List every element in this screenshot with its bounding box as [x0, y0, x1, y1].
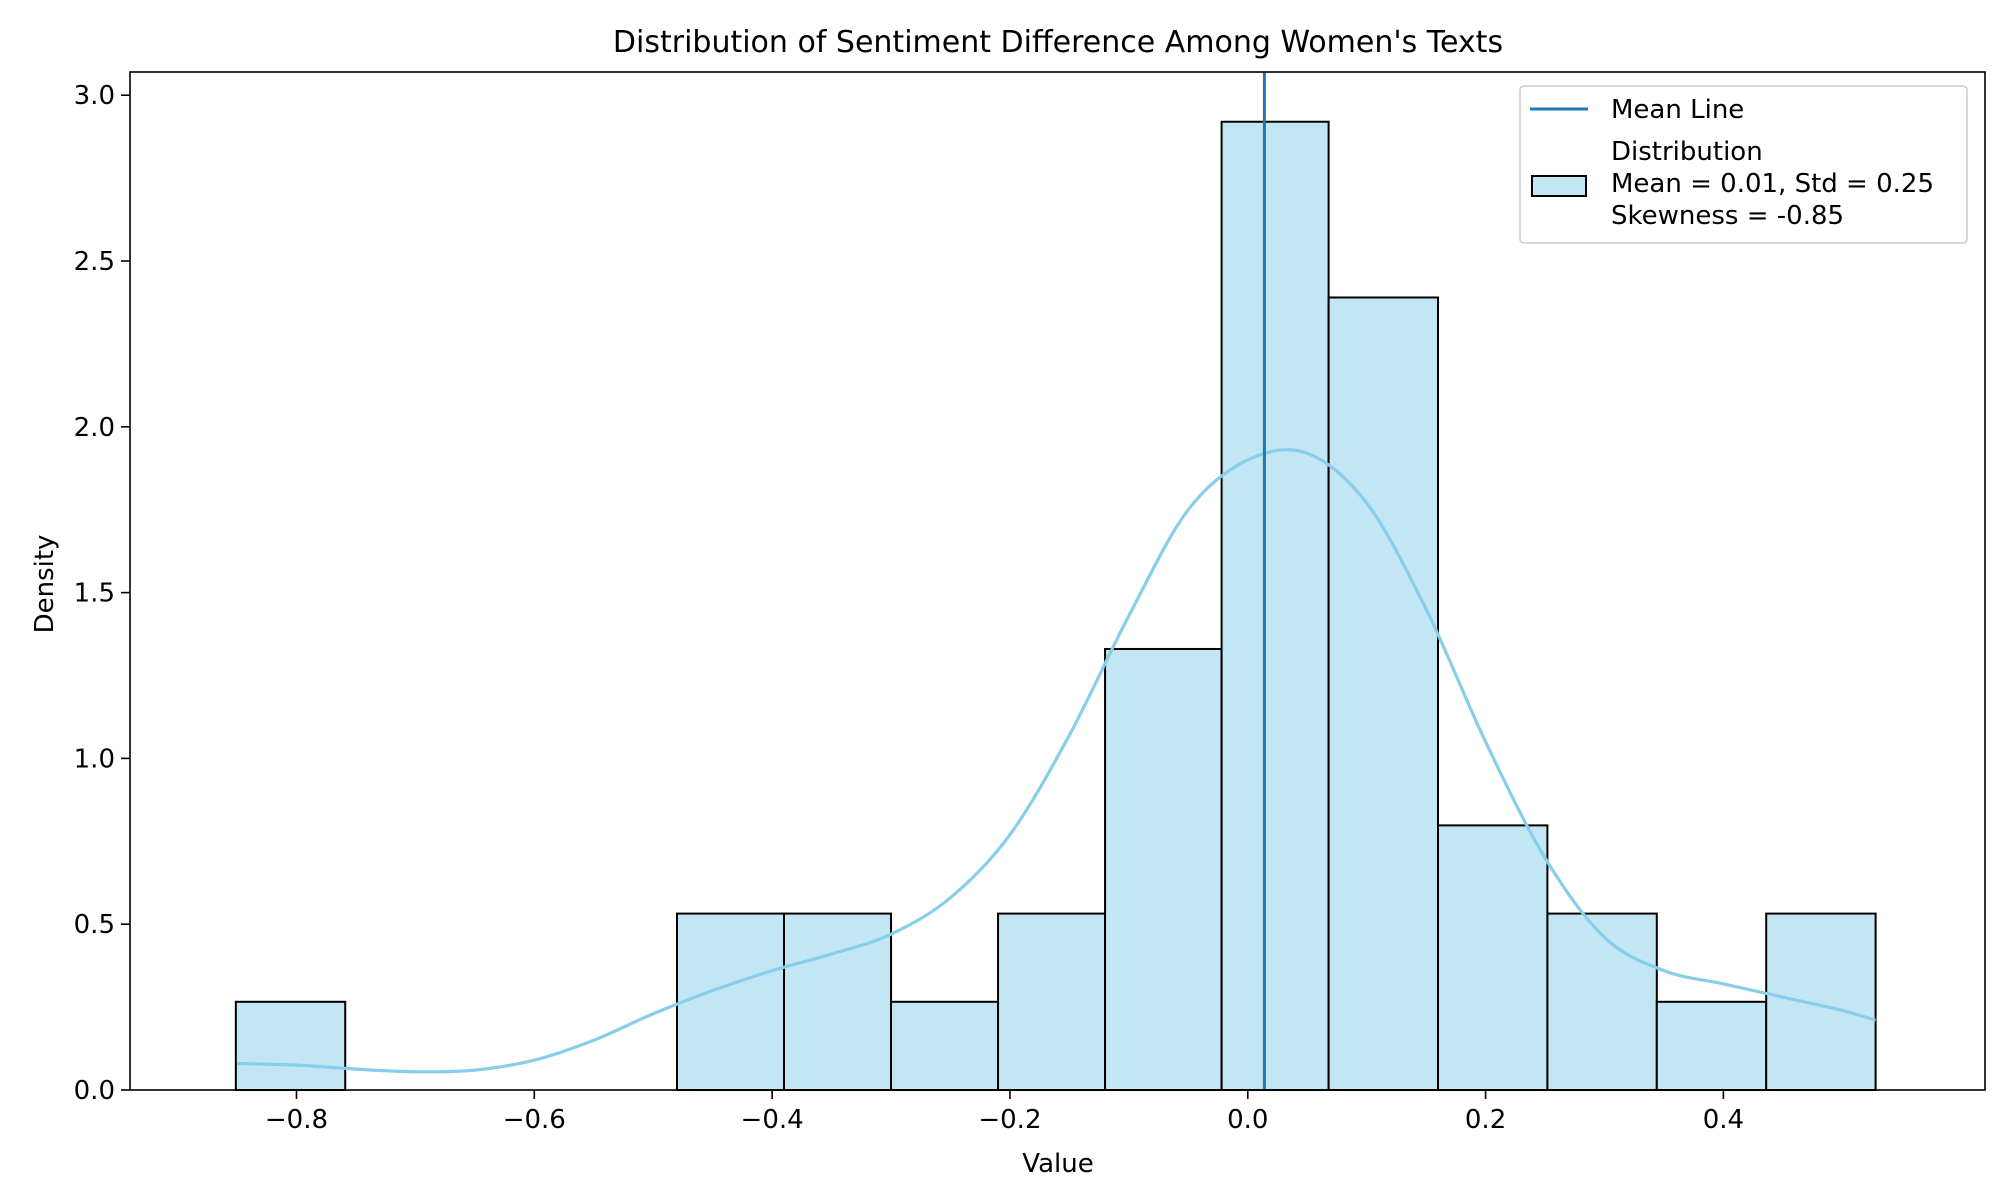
histogram-bar-7 [890, 1000, 1000, 1091]
legend-distribution-swatch [1531, 175, 1587, 197]
x-tick-label: −0.8 [265, 1105, 328, 1135]
y-tick-label: 2.5 [74, 247, 115, 277]
y-tick-label: 0.5 [74, 910, 115, 940]
histogram-bar-15 [1765, 912, 1877, 1091]
y-tick-label: 2.0 [74, 413, 115, 443]
plot-area: −0.8 −0.6 −0.4 −0.2 0.0 0.2 0.4 0.0 0.5 1.0 1.5 2.0… [74, 71, 1986, 1135]
y-tick-label: 1.0 [74, 744, 115, 774]
legend-distribution-label-line: Distribution [1611, 137, 1763, 167]
chart-title: Distribution of Sentiment Difference Amo… [613, 25, 1503, 60]
histogram-bar-8 [997, 912, 1107, 1091]
histogram-bar-14 [1655, 1000, 1768, 1091]
x-tick-label: −0.4 [741, 1105, 804, 1135]
x-tick-label: −0.6 [503, 1105, 566, 1135]
histogram-bar-10 [1220, 120, 1330, 1091]
axes-frame [129, 71, 1986, 1091]
legend-distribution-label-line: Mean = 0.01, Std = 0.25 [1611, 169, 1934, 199]
histogram-bar-13 [1546, 912, 1658, 1091]
x-tick-label: 0.2 [1465, 1105, 1506, 1135]
histogram-bar-11 [1327, 296, 1440, 1091]
x-axis-label: Value [1022, 1149, 1093, 1179]
legend-mean-line-label: Mean Line [1611, 95, 1744, 125]
y-tick-label: 1.5 [74, 579, 115, 609]
legend-distribution-label-line: Skewness = -0.85 [1611, 201, 1844, 231]
x-tick-label: 0.4 [1703, 1105, 1744, 1135]
y-tick-label: 3.0 [74, 81, 115, 111]
histogram-bar-1 [234, 1000, 347, 1091]
y-axis-label: Density [30, 535, 60, 634]
x-tick-label: −0.2 [978, 1105, 1041, 1135]
histogram-bar-9 [1104, 647, 1223, 1091]
legend-box [1519, 85, 1968, 244]
y-tick-label: 0.0 [74, 1076, 115, 1106]
x-tick-label: 0.0 [1227, 1105, 1268, 1135]
kde-curve [236, 448, 1877, 1074]
histogram-bar-5 [675, 912, 786, 1091]
histogram-bar-12 [1437, 824, 1549, 1091]
